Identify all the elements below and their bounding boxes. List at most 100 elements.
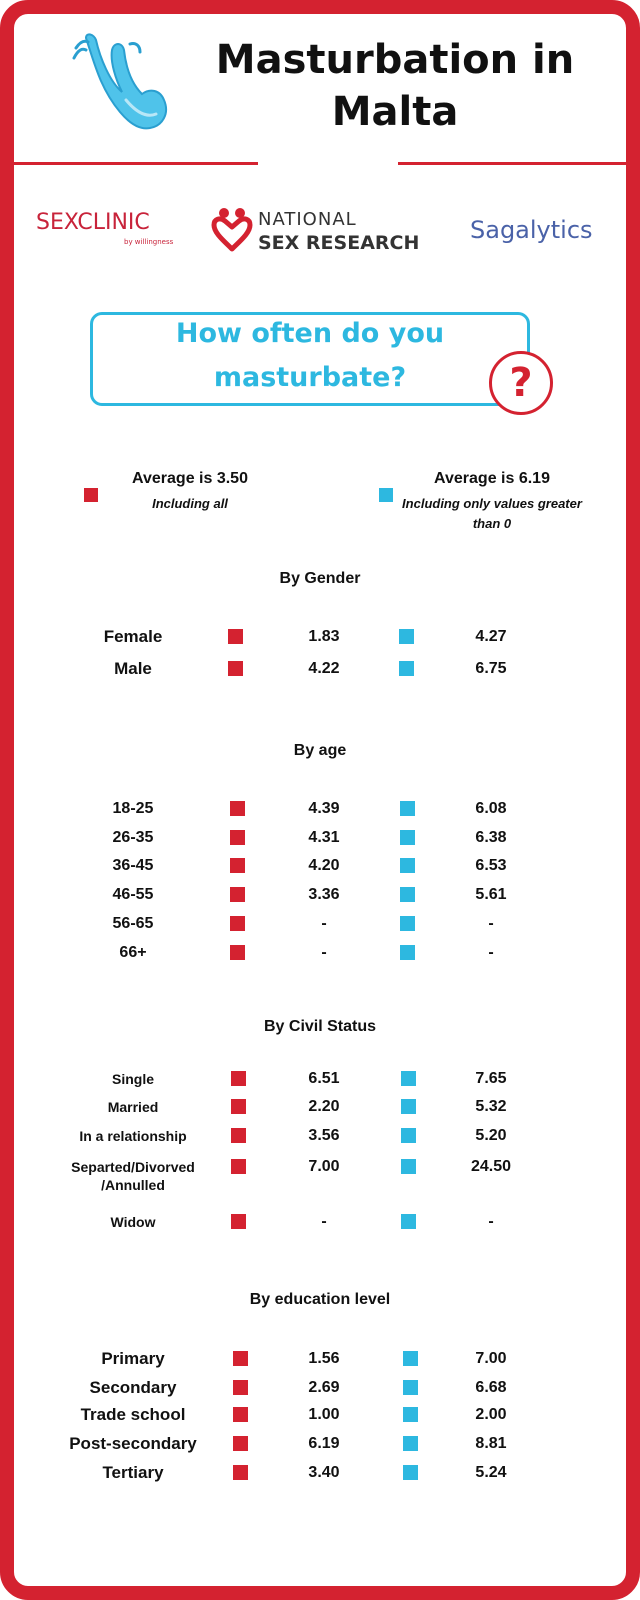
value-all: 4.39 (308, 800, 340, 817)
value-all: 6.19 (308, 1435, 340, 1452)
divider-left (14, 162, 258, 165)
blue-swatch (401, 1099, 416, 1114)
section-title: By Civil Status (263, 1018, 377, 1035)
value-all: 2.69 (308, 1379, 340, 1396)
red-swatch (230, 887, 245, 902)
question-text: How often do you masturbate? (175, 318, 445, 393)
value-all: 4.31 (308, 829, 340, 846)
value-all: - (321, 944, 327, 961)
blue-swatch (400, 801, 415, 816)
row-label: 56-65 (112, 915, 154, 932)
red-swatch (233, 1436, 248, 1451)
vibrator-icon (72, 33, 168, 130)
value-positive: 24.50 (470, 1158, 512, 1175)
value-positive: 5.20 (475, 1127, 507, 1144)
red-swatch (231, 1159, 246, 1174)
nsr-logo-line2: SEX RESEARCH (258, 232, 420, 254)
value-positive: - (488, 915, 494, 932)
legend-red-note: Including all (152, 496, 228, 511)
value-all: 4.20 (308, 857, 340, 874)
blue-swatch (403, 1407, 418, 1422)
blue-swatch (403, 1436, 418, 1451)
row-label: 46-55 (112, 886, 154, 903)
row-label: 26-35 (112, 829, 154, 846)
value-positive: 7.65 (475, 1070, 507, 1087)
value-positive: 6.08 (475, 800, 507, 817)
legend-red-label: Average is 3.50 (132, 470, 248, 487)
blue-swatch (401, 1128, 416, 1143)
red-swatch (230, 858, 245, 873)
value-positive: 7.00 (475, 1350, 507, 1367)
value-positive: 5.61 (475, 886, 507, 903)
red-swatch (231, 1099, 246, 1114)
red-swatch (233, 1465, 248, 1480)
red-swatch (231, 1071, 246, 1086)
value-all: - (321, 1213, 327, 1230)
row-label: Trade school (80, 1405, 186, 1424)
red-swatch (230, 945, 245, 960)
value-positive: 4.27 (475, 628, 507, 645)
row-label: Widow (110, 1214, 156, 1230)
red-swatch (233, 1380, 248, 1395)
row-label: Male (114, 659, 152, 678)
blue-swatch (400, 830, 415, 845)
row-label: Female (103, 627, 163, 646)
value-all: 3.40 (308, 1464, 340, 1481)
value-positive: 6.38 (475, 829, 507, 846)
blue-swatch (399, 629, 414, 644)
value-all: 3.56 (308, 1127, 340, 1144)
value-all: 4.22 (308, 660, 340, 677)
value-all: 7.00 (308, 1158, 340, 1175)
row-label: 18-25 (112, 800, 154, 817)
legend-red-swatch (84, 488, 98, 502)
value-positive: 8.81 (475, 1435, 507, 1452)
value-all: 3.36 (308, 886, 340, 903)
red-swatch (230, 830, 245, 845)
red-swatch (233, 1351, 248, 1366)
value-all: 2.20 (308, 1098, 340, 1115)
value-all: 1.56 (308, 1350, 340, 1367)
value-positive: 2.00 (475, 1406, 507, 1423)
blue-swatch (400, 858, 415, 873)
value-positive: - (488, 1213, 494, 1230)
sexclinic-logo-subtext: by willingness (124, 238, 174, 246)
sexclinic-logo: SEXCLINIC by willingness (36, 210, 173, 246)
question-mark-icon: ? (489, 351, 553, 415)
value-all: 1.83 (308, 628, 340, 645)
section-title: By age (293, 742, 347, 759)
blue-swatch (400, 916, 415, 931)
row-label: 66+ (119, 944, 147, 961)
legend-blue-label: Average is 6.19 (434, 470, 550, 487)
red-swatch (228, 661, 243, 676)
value-positive: 6.53 (475, 857, 507, 874)
blue-swatch (399, 661, 414, 676)
nsr-logo-line1: NATIONAL (258, 209, 357, 230)
red-swatch (230, 916, 245, 931)
value-positive: 6.75 (475, 660, 507, 677)
legend-blue-note: Including only values greater than 0 (402, 496, 582, 531)
red-swatch (230, 801, 245, 816)
blue-swatch (401, 1214, 416, 1229)
blue-swatch (401, 1071, 416, 1086)
value-positive: 5.24 (475, 1464, 507, 1481)
value-all: - (321, 915, 327, 932)
section-title: By education level (249, 1291, 391, 1308)
row-label: Tertiary (102, 1463, 164, 1482)
red-swatch (231, 1214, 246, 1229)
sagalytics-logo: Sagalytics (470, 216, 593, 244)
red-swatch (233, 1407, 248, 1422)
red-swatch (228, 629, 243, 644)
row-label: Separted/Divorved/Annulled (71, 1159, 195, 1193)
value-positive: 5.32 (475, 1098, 507, 1115)
blue-swatch (403, 1465, 418, 1480)
section-title: By Gender (279, 570, 361, 587)
row-label: Secondary (89, 1378, 177, 1397)
value-all: 1.00 (308, 1406, 340, 1423)
blue-swatch (401, 1159, 416, 1174)
blue-swatch (403, 1380, 418, 1395)
value-all: 6.51 (308, 1070, 340, 1087)
heart-icon (211, 208, 253, 252)
row-label: In a relationship (79, 1128, 187, 1144)
row-label: 36-45 (112, 857, 154, 874)
